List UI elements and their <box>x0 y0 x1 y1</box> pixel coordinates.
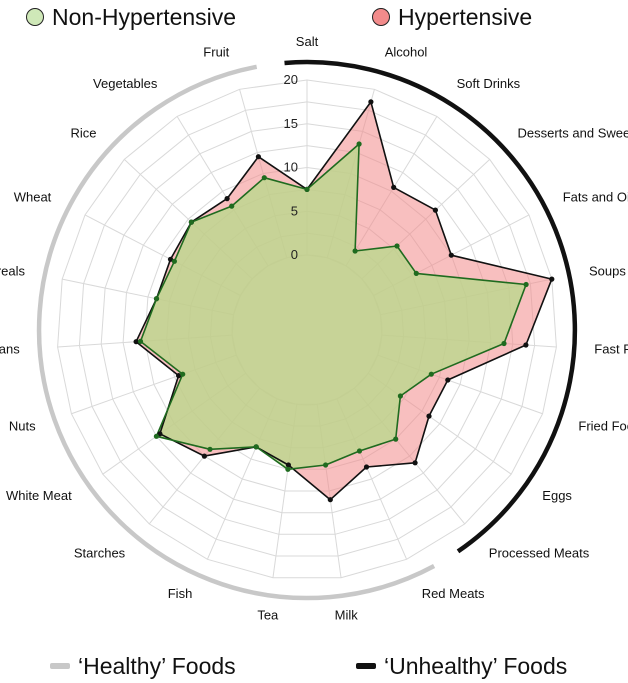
point-non-hypertensive-nuts <box>180 371 186 377</box>
axis-label-vegetables: Vegetables <box>93 76 158 91</box>
grid-ring <box>122 145 492 514</box>
legend-label-healthy-foods: ‘Healthy’ Foods <box>78 653 236 679</box>
point-non-hypertensive-red-meats <box>356 448 363 454</box>
axis-label-desserts-and-sweets: Desserts and Sweets <box>518 125 628 140</box>
point-non-hypertensive-fruit <box>261 175 267 181</box>
r-tick-label: 10 <box>284 160 298 175</box>
point-hypertensive-beans <box>133 339 139 345</box>
axis-label-rice: Rice <box>70 125 96 140</box>
point-hypertensive-starches <box>201 453 207 459</box>
point-hypertensive-soft-drinks <box>391 184 397 190</box>
point-non-hypertensive-milk <box>323 462 329 468</box>
point-non-hypertensive-fish <box>253 444 259 450</box>
axis-label-soft-drinks: Soft Drinks <box>457 76 521 91</box>
point-non-hypertensive-soft-drinks <box>352 248 358 254</box>
point-hypertensive-eggs <box>426 413 432 419</box>
point-non-hypertensive-white-meat <box>153 433 159 439</box>
legend-item-unhealthy-foods: ‘Unhealthy’ Foods <box>356 653 567 679</box>
grid-ring <box>100 123 514 535</box>
point-non-hypertensive-fats-and-oils <box>413 270 419 276</box>
axis-label-nuts: Nuts <box>9 418 36 433</box>
series-legend: Non-Hypertensive Hypertensive <box>0 2 628 32</box>
point-hypertensive-soups <box>549 276 555 282</box>
axis-label-milk: Milk <box>335 607 359 622</box>
axis-label-tea: Tea <box>257 607 279 622</box>
axis-label-fruit: Fruit <box>203 45 229 60</box>
legend-label-non-hypertensive: Non-Hypertensive <box>52 4 237 30</box>
axis-label-beans: Beans <box>0 342 20 357</box>
r-tick-label: 15 <box>284 116 298 131</box>
point-non-hypertensive-fast-food <box>501 340 507 347</box>
axis-label-wheat: Wheat <box>14 190 52 205</box>
point-hypertensive-processed-meats <box>412 460 418 466</box>
legend-item-hypertensive: Hypertensive <box>372 4 532 30</box>
series-line-non-hypertensive <box>139 143 527 471</box>
axis-label-cereals: Cereals <box>0 263 25 278</box>
axis-label-eggs: Eggs <box>542 488 572 503</box>
legend-item-non-hypertensive: Non-Hypertensive <box>26 4 236 30</box>
grid-ring <box>78 101 536 557</box>
point-non-hypertensive-tea <box>285 466 291 472</box>
point-hypertensive-fried-food <box>445 377 451 383</box>
group-arc-unhealthy-foods <box>284 59 578 554</box>
legend-item-healthy-foods: ‘Healthy’ Foods <box>50 653 236 679</box>
point-non-hypertensive-salt <box>304 186 310 192</box>
axis-label-white-meat: White Meat <box>6 488 72 503</box>
series-line-hypertensive <box>135 101 553 501</box>
point-hypertensive-fast-food <box>523 342 529 348</box>
axis-label-fried-food: Fried Food <box>578 418 628 433</box>
axis-label-fish: Fish <box>168 586 193 601</box>
point-hypertensive-vegetables <box>224 196 230 202</box>
point-non-hypertensive-eggs <box>397 393 403 399</box>
point-non-hypertensive-wheat <box>171 258 177 264</box>
point-hypertensive-milk <box>327 497 333 503</box>
point-non-hypertensive-cereals <box>153 296 160 302</box>
axis-label-soups: Soups <box>589 263 626 278</box>
point-hypertensive-red-meats <box>363 464 370 470</box>
r-tick-label: 0 <box>291 247 298 262</box>
group-arc-healthy-foods <box>36 64 436 601</box>
axis-label-salt: Salt <box>296 34 319 49</box>
point-non-hypertensive-processed-meats <box>393 436 399 442</box>
point-non-hypertensive-fried-food <box>428 371 434 377</box>
axis-label-processed-meats: Processed Meats <box>489 545 590 560</box>
point-non-hypertensive-vegetables <box>229 203 235 209</box>
group-legend: ‘Healthy’ Foods ‘Unhealthy’ Foods <box>0 650 628 680</box>
point-non-hypertensive-soups <box>523 281 529 288</box>
point-non-hypertensive-desserts-and-sweets <box>394 243 400 249</box>
point-non-hypertensive-alcohol <box>356 141 362 147</box>
r-tick-label: 20 <box>284 72 298 87</box>
point-non-hypertensive-rice <box>188 219 194 225</box>
point-hypertensive-tea <box>285 462 291 468</box>
series-area-non-hypertensive <box>140 144 527 470</box>
point-hypertensive-wheat <box>167 256 174 262</box>
axis-label-starches: Starches <box>74 545 126 560</box>
point-non-hypertensive-starches <box>207 446 213 452</box>
axis-label-fast-food: Fast Food <box>594 342 628 357</box>
axis-label-red-meats: Red Meats <box>422 586 485 601</box>
point-hypertensive-fats-and-oils <box>448 252 454 258</box>
axis-label-fats-and-oils: Fats and Oils <box>563 190 628 205</box>
grid-ring <box>57 79 557 579</box>
point-non-hypertensive-beans <box>137 338 144 344</box>
legend-label-hypertensive: Hypertensive <box>398 4 533 30</box>
axis-label-alcohol: Alcohol <box>385 45 428 60</box>
point-hypertensive-desserts-and-sweets <box>432 207 438 213</box>
legend-swatch-non-hypertensive <box>26 8 44 26</box>
point-hypertensive-fruit <box>255 154 261 160</box>
legend-swatch-hypertensive <box>372 8 390 26</box>
legend-label-unhealthy-foods: ‘Unhealthy’ Foods <box>384 653 568 679</box>
point-hypertensive-nuts <box>176 373 182 379</box>
r-tick-label: 5 <box>291 203 298 218</box>
point-hypertensive-alcohol <box>368 99 374 105</box>
legend-swatch-healthy-foods <box>50 663 70 669</box>
legend-swatch-unhealthy-foods <box>356 663 376 669</box>
